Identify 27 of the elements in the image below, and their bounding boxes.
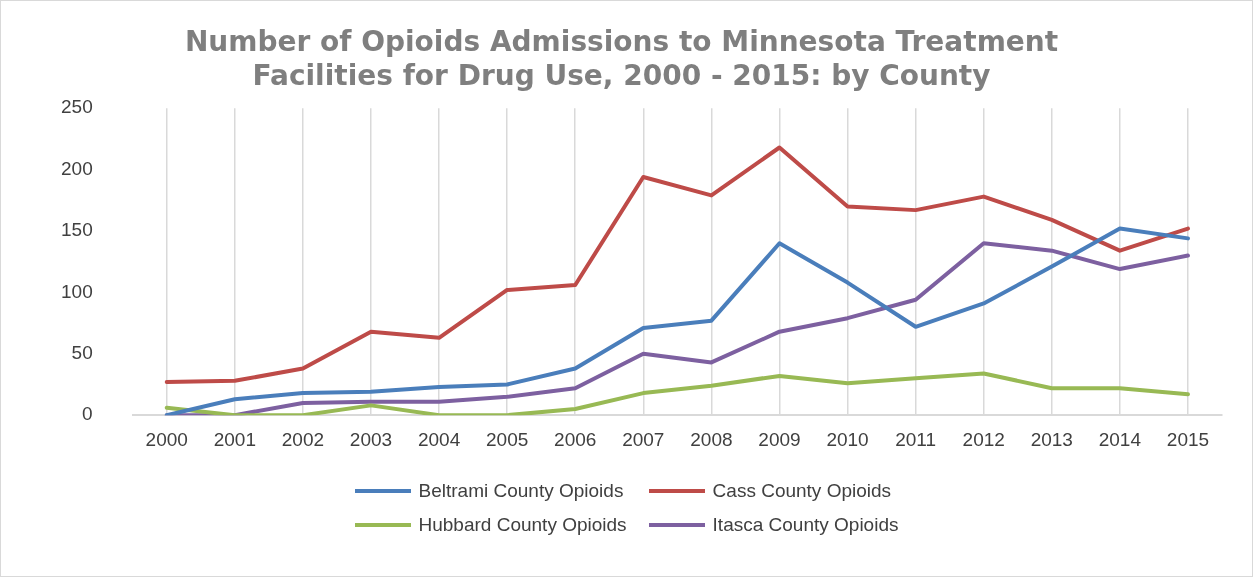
legend-label: Beltrami County Opioids	[418, 480, 624, 502]
x-tick-label: 2005	[486, 428, 529, 450]
legend-label: Itasca County Opioids	[712, 514, 899, 536]
x-tick-label: 2008	[690, 428, 733, 450]
x-tick-label: 2009	[758, 428, 801, 450]
x-tick-label: 2003	[349, 428, 393, 450]
y-tick-label: 250	[61, 96, 93, 118]
x-tick-label: 2002	[281, 428, 325, 450]
x-tick-label: 2013	[1030, 428, 1073, 450]
legend-label: Hubbard County Opioids	[418, 514, 627, 536]
x-tick-label: 2010	[826, 428, 869, 450]
y-tick-label: 100	[61, 280, 93, 302]
x-tick-label: 2004	[417, 428, 461, 450]
y-tick-label: 150	[61, 219, 93, 241]
x-tick-label: 2011	[895, 428, 937, 450]
x-tick-label: 2014	[1098, 428, 1142, 450]
chart-title: Number of Opioids Admissions to Minnesota Treatment Facilities for Drug Use, 2000 - 2015: by County	[184, 25, 1059, 92]
y-tick-label: 200	[61, 157, 93, 179]
y-tick-label: 0	[82, 403, 93, 425]
x-tick-label: 2012	[962, 428, 1005, 450]
legend-label: Cass County Opioids	[712, 480, 892, 502]
x-tick-label: 2007	[622, 428, 665, 450]
x-tick-label: 2000	[145, 428, 188, 450]
x-tick-label: 2006	[554, 428, 597, 450]
x-tick-label: 2001	[213, 428, 256, 450]
x-tick-label: 2015	[1166, 428, 1210, 450]
y-tick-label: 50	[71, 342, 93, 364]
